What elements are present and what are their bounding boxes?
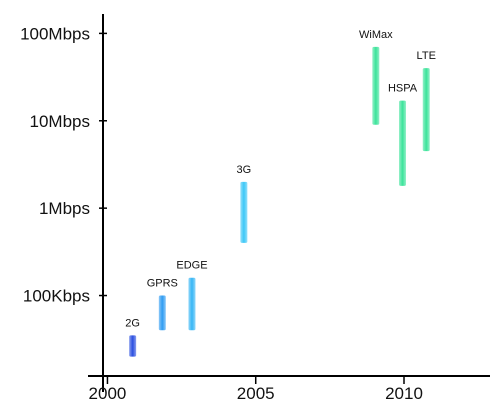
x-tick-label: 2005 [237, 384, 275, 403]
range-bar-gprs [158, 295, 166, 331]
bar-label-hspa: HSPA [388, 83, 418, 95]
bar-labels: 2G GPRS EDGE 3G WiMax HSPA LTE [125, 29, 436, 329]
bar-label-edge: EDGE [176, 260, 207, 272]
bar-label-lte: LTE [417, 50, 436, 62]
range-bar-2g [129, 335, 137, 357]
x-tick-label: 2000 [89, 384, 127, 403]
bar-label-2g: 2G [125, 317, 140, 329]
range-bar-wimax [372, 46, 380, 125]
bar-label-3g: 3G [237, 164, 252, 176]
y-tick-label: 1Mbps [39, 199, 90, 218]
x-tick-label: 2010 [385, 384, 423, 403]
range-bar-hspa [399, 100, 407, 186]
bar-label-gprs: GPRS [147, 278, 178, 290]
bar-label-wimax: WiMax [359, 29, 393, 41]
y-tick-label: 100Kbps [23, 287, 90, 306]
y-tick-label: 100Mbps [20, 24, 90, 43]
range-bar-3g [240, 181, 248, 243]
range-bar-lte [422, 68, 430, 152]
y-tick-label: 10Mbps [30, 112, 90, 131]
range-bars [129, 46, 430, 357]
axes: 100Kbps 1Mbps 10Mbps 100Mbps 2000 2005 2010 [20, 14, 490, 403]
range-bar-edge [188, 277, 196, 331]
